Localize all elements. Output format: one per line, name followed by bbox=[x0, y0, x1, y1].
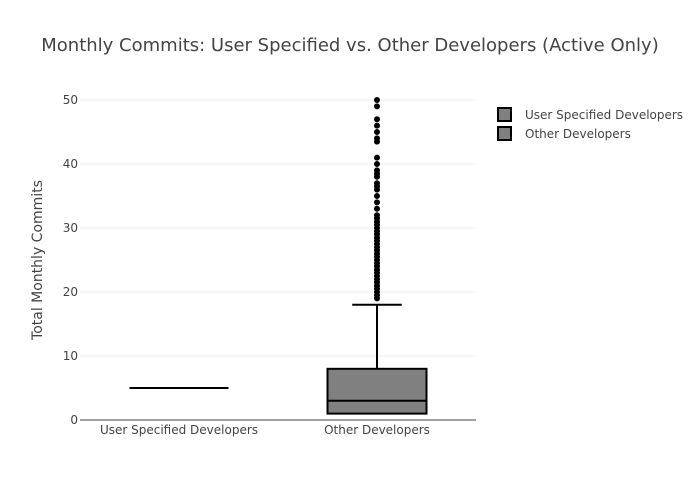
outlier-point bbox=[374, 97, 380, 103]
legend-swatch bbox=[497, 126, 512, 141]
y-tick-label: 0 bbox=[70, 413, 78, 427]
x-tick-label: User Specified Developers bbox=[100, 423, 258, 437]
legend-item[interactable]: Other Developers bbox=[497, 126, 631, 141]
y-tick-label: 30 bbox=[63, 221, 78, 235]
box-1[interactable] bbox=[326, 97, 428, 415]
y-axis-label: Total Monthly Commits bbox=[30, 180, 46, 341]
legend-label: Other Developers bbox=[525, 127, 631, 141]
outlier-point bbox=[374, 135, 380, 142]
box-body bbox=[326, 367, 428, 415]
y-axis-ticks: 0 10 20 30 40 50 bbox=[63, 93, 78, 427]
y-tick-label: 40 bbox=[63, 157, 78, 171]
x-tick-label: Other Developers bbox=[324, 423, 430, 437]
legend-item[interactable]: User Specified Developers bbox=[497, 107, 683, 122]
y-tick-label: 10 bbox=[63, 349, 78, 363]
outlier-point bbox=[374, 212, 380, 219]
grid-lines bbox=[80, 99, 476, 357]
outlier-point bbox=[374, 193, 380, 199]
outlier-point bbox=[374, 129, 380, 135]
y-tick-label: 20 bbox=[63, 285, 78, 299]
outlier-point bbox=[374, 167, 380, 174]
outlier-point bbox=[374, 205, 380, 212]
outlier-point bbox=[374, 180, 380, 187]
legend-swatch bbox=[497, 107, 512, 122]
x-axis-ticks: User Specified Developers Other Developer… bbox=[100, 423, 430, 437]
outlier-point bbox=[374, 161, 380, 167]
outlier-point bbox=[374, 116, 380, 123]
outlier-point bbox=[374, 154, 380, 161]
legend[interactable]: User Specified Developers Other Developer… bbox=[497, 107, 683, 141]
boxes bbox=[129, 97, 428, 415]
chart-title: Monthly Commits: User Specified vs. Othe… bbox=[41, 35, 658, 56]
outlier-point bbox=[374, 199, 380, 206]
legend-label: User Specified Developers bbox=[525, 108, 683, 122]
outlier-point bbox=[374, 103, 380, 110]
y-tick-label: 50 bbox=[63, 93, 78, 107]
outlier-point bbox=[374, 122, 380, 129]
